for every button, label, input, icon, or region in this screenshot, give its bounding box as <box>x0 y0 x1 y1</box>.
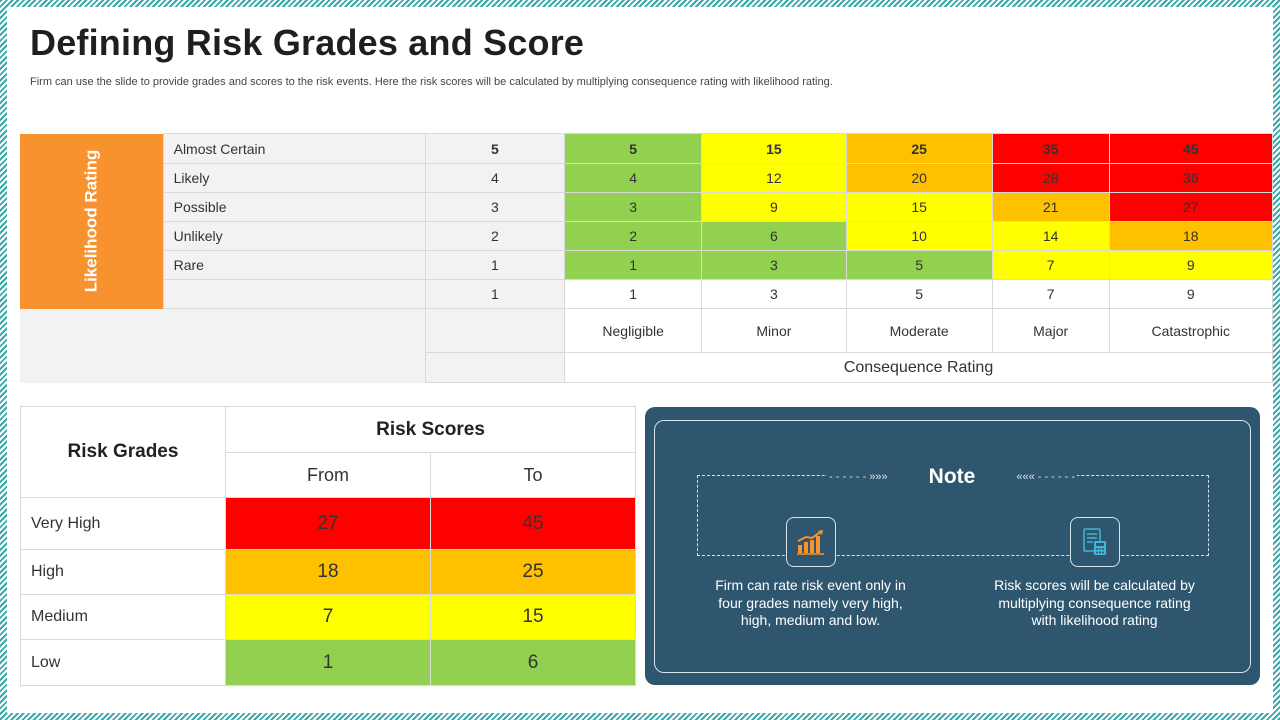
matrix-cell: 5 <box>564 133 703 164</box>
matrix-row: Rare 1 1 3 5 7 9 <box>20 250 1274 280</box>
matrix-cell: 14 <box>991 221 1110 251</box>
grade-row: High 18 25 <box>20 549 636 595</box>
matrix-cell: 35 <box>991 133 1110 164</box>
matrix-cell: 7 <box>991 250 1110 280</box>
matrix-cell: 21 <box>991 192 1110 222</box>
score-from: 18 <box>225 549 431 595</box>
risk-scores-header: Risk Scores <box>225 406 636 453</box>
likelihood-label: Unlikely <box>162 221 426 251</box>
matrix-cell: 15 <box>845 192 993 222</box>
empty-cell <box>424 352 566 383</box>
matrix-cell: 3 <box>564 192 703 222</box>
consequence-title-row: Consequence Rating <box>20 352 1273 383</box>
slide: Defining Risk Grades and Score Firm can … <box>7 7 1274 713</box>
matrix-cell: 15 <box>701 133 847 164</box>
likelihood-axis-label: Likelihood Rating <box>20 133 164 309</box>
matrix-cell: 45 <box>1108 133 1274 164</box>
consequence-value: 1 <box>564 279 703 309</box>
score-to: 25 <box>430 549 636 595</box>
growth-chart-icon <box>786 517 836 567</box>
matrix-cell: 28 <box>991 163 1110 193</box>
to-header: To <box>430 452 636 498</box>
page-subtitle: Firm can use the slide to provide grades… <box>30 76 833 88</box>
consequence-label: Minor <box>701 308 847 353</box>
matrix-cell: 20 <box>845 163 993 193</box>
empty-block <box>20 308 426 383</box>
grade-row: Low 1 6 <box>20 639 636 686</box>
grade-row: Very High 27 45 <box>20 497 636 550</box>
grades-subheader-row: From To <box>21 452 636 498</box>
note-text-grades: Firm can rate risk event only in four gr… <box>715 577 906 628</box>
consequence-value: 3 <box>701 279 847 309</box>
consequence-value: 7 <box>991 279 1110 309</box>
consequence-label: Catastrophic <box>1108 308 1274 353</box>
consequence-value: 5 <box>845 279 993 309</box>
likelihood-label: Likely <box>162 163 426 193</box>
matrix-cell: 10 <box>845 221 993 251</box>
arrow-left-icon: ««« - - - - - - <box>1016 471 1075 483</box>
likelihood-value: 2 <box>424 221 566 251</box>
matrix-cell: 3 <box>701 250 847 280</box>
empty-cell <box>424 308 566 353</box>
note-text-scores: Risk scores will be calculated by multip… <box>994 577 1195 628</box>
risk-matrix: Likelihood Rating Almost Certain 5 5 15 … <box>20 133 1274 383</box>
note-title: Note <box>928 465 976 488</box>
matrix-cell: 9 <box>1108 250 1274 280</box>
empty-cell <box>162 279 426 309</box>
likelihood-value: 4 <box>424 163 566 193</box>
likelihood-value: 5 <box>424 133 566 164</box>
page-title: Defining Risk Grades and Score <box>30 22 585 63</box>
matrix-cell: 1 <box>564 250 703 280</box>
consequence-label: Negligible <box>564 308 703 353</box>
consequence-label-row: Negligible Minor Moderate Major Catastro… <box>20 308 1274 383</box>
grade-label: High <box>20 549 226 595</box>
consequence-axis-label: Consequence Rating <box>564 352 1273 383</box>
grade-label: Very High <box>20 497 226 550</box>
matrix-row: Likelihood Rating Almost Certain 5 5 15 … <box>20 133 1274 309</box>
matrix-cell: 9 <box>701 192 847 222</box>
consequence-label: Major <box>991 308 1110 353</box>
consequence-value-row: 1 1 3 5 7 9 <box>20 279 1274 309</box>
consequence-label: Moderate <box>845 308 993 353</box>
matrix-row: Likely 4 4 12 20 28 36 <box>20 163 1274 193</box>
score-to: 15 <box>430 594 636 640</box>
risk-grades-table: Risk Grades Risk Scores From To Very Hig… <box>20 406 636 686</box>
grade-row: Medium 7 15 <box>20 594 636 640</box>
risk-grades-header: Risk Grades <box>20 406 226 498</box>
grade-label: Medium <box>20 594 226 640</box>
matrix-cell: 18 <box>1108 221 1274 251</box>
matrix-cell: 5 <box>845 250 993 280</box>
consequence-value: 9 <box>1108 279 1274 309</box>
likelihood-label: Rare <box>162 250 426 280</box>
matrix-cell: 4 <box>564 163 703 193</box>
score-from: 7 <box>225 594 431 640</box>
note-inner-frame: - - - - - - »»» Note ««« - - - - - - <box>654 420 1251 673</box>
grades-header-row: Risk Grades Risk Scores <box>20 406 636 498</box>
score-from: 27 <box>225 497 431 550</box>
likelihood-label: Possible <box>162 192 426 222</box>
calculation-document-icon <box>1070 517 1120 567</box>
score-to: 45 <box>430 497 636 550</box>
from-header: From <box>225 452 431 498</box>
grade-label: Low <box>20 639 226 686</box>
matrix-cell: 27 <box>1108 192 1274 222</box>
consequence-base-value: 1 <box>424 279 566 309</box>
score-to: 6 <box>430 639 636 686</box>
matrix-row: Unlikely 2 2 6 10 14 18 <box>20 221 1274 251</box>
matrix-cell: 2 <box>564 221 703 251</box>
matrix-cell: 25 <box>845 133 993 164</box>
likelihood-label: Almost Certain <box>162 133 426 164</box>
arrow-right-icon: - - - - - - »»» <box>829 471 888 483</box>
likelihood-value: 3 <box>424 192 566 222</box>
note-title-wrap: - - - - - - »»» Note ««« - - - - - - <box>827 464 1077 490</box>
likelihood-value: 1 <box>424 250 566 280</box>
matrix-cell: 36 <box>1108 163 1274 193</box>
note-panel: - - - - - - »»» Note ««« - - - - - - <box>645 407 1260 685</box>
score-from: 1 <box>225 639 431 686</box>
matrix-cell: 12 <box>701 163 847 193</box>
matrix-cell: 6 <box>701 221 847 251</box>
matrix-row: Possible 3 3 9 15 21 27 <box>20 192 1274 222</box>
